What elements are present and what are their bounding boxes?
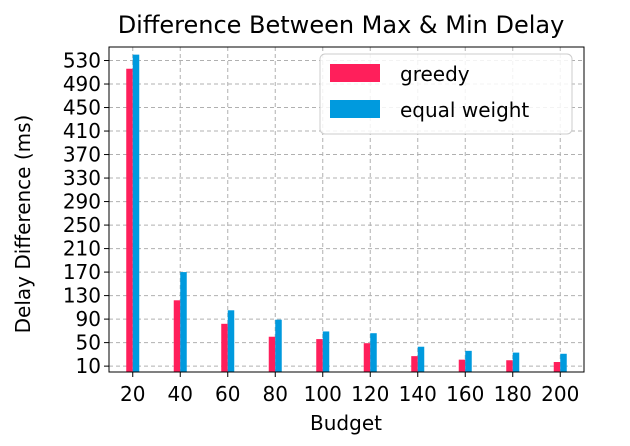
bars: [126, 54, 567, 373]
x-tick-label: 160: [446, 382, 484, 406]
y-tick-label: 530: [63, 49, 101, 73]
x-tick-label: 180: [494, 382, 532, 406]
bar-equal-weight: [132, 54, 140, 373]
y-tick-label: 450: [63, 96, 101, 120]
bar-equal-weight: [227, 310, 235, 372]
plot-frame: [108, 46, 585, 373]
y-tick-label: 130: [63, 284, 101, 308]
bar-greedy: [506, 360, 513, 372]
bar-equal-weight: [322, 331, 330, 372]
bar-greedy: [363, 343, 371, 372]
y-tick-label: 50: [76, 331, 101, 355]
legend-label-greedy: greedy: [400, 62, 470, 86]
bar-equal-weight: [180, 272, 187, 372]
x-tick-label: 60: [215, 382, 240, 406]
y-tick-label: 250: [63, 213, 101, 237]
bar-equal-weight: [417, 346, 425, 372]
x-axis-label: Budget: [310, 411, 382, 435]
bar-equal-weight: [275, 319, 282, 372]
bar-greedy: [221, 323, 228, 372]
bar-equal-weight: [512, 352, 520, 372]
bar-greedy: [173, 300, 181, 372]
x-tick-label: 40: [168, 382, 193, 406]
bar-greedy: [458, 359, 466, 372]
legend-swatch-equal-weight: [330, 100, 380, 118]
y-tick-label: 410: [63, 119, 101, 143]
x-tick-label: 100: [304, 382, 342, 406]
legend-swatch-greedy: [330, 64, 380, 82]
y-tick-label: 210: [63, 237, 101, 261]
x-tick-label: 20: [120, 382, 145, 406]
x-tick-label: 120: [351, 382, 389, 406]
y-tick-label: 90: [76, 307, 101, 331]
x-axis-ticks: 20 40 60 80 100 120 140 160 180 200: [120, 372, 579, 406]
bar-greedy: [553, 362, 561, 372]
bar-equal-weight: [370, 333, 377, 372]
legend: greedy equal weight: [319, 53, 573, 135]
legend-label-equal-weight: equal weight: [400, 98, 529, 122]
x-tick-label: 80: [263, 382, 288, 406]
bar-equal-weight: [465, 350, 472, 372]
y-tick-label: 370: [63, 143, 101, 167]
bar-greedy: [126, 68, 133, 372]
bar-greedy: [411, 356, 418, 372]
bar-equal-weight: [560, 353, 567, 372]
y-axis-label: Delay Difference (ms): [11, 115, 35, 334]
x-tick-label: 200: [541, 382, 579, 406]
y-tick-label: 290: [63, 190, 101, 214]
chart-title: Difference Between Max & Min Delay: [118, 11, 565, 39]
y-tick-label: 170: [63, 260, 101, 284]
y-tick-label: 10: [76, 354, 101, 378]
y-tick-label: 490: [63, 72, 101, 96]
x-tick-label: 140: [399, 382, 437, 406]
bar-greedy: [316, 339, 323, 372]
legend-box: [319, 53, 573, 135]
bar-greedy: [268, 336, 276, 372]
y-tick-label: 330: [63, 166, 101, 190]
